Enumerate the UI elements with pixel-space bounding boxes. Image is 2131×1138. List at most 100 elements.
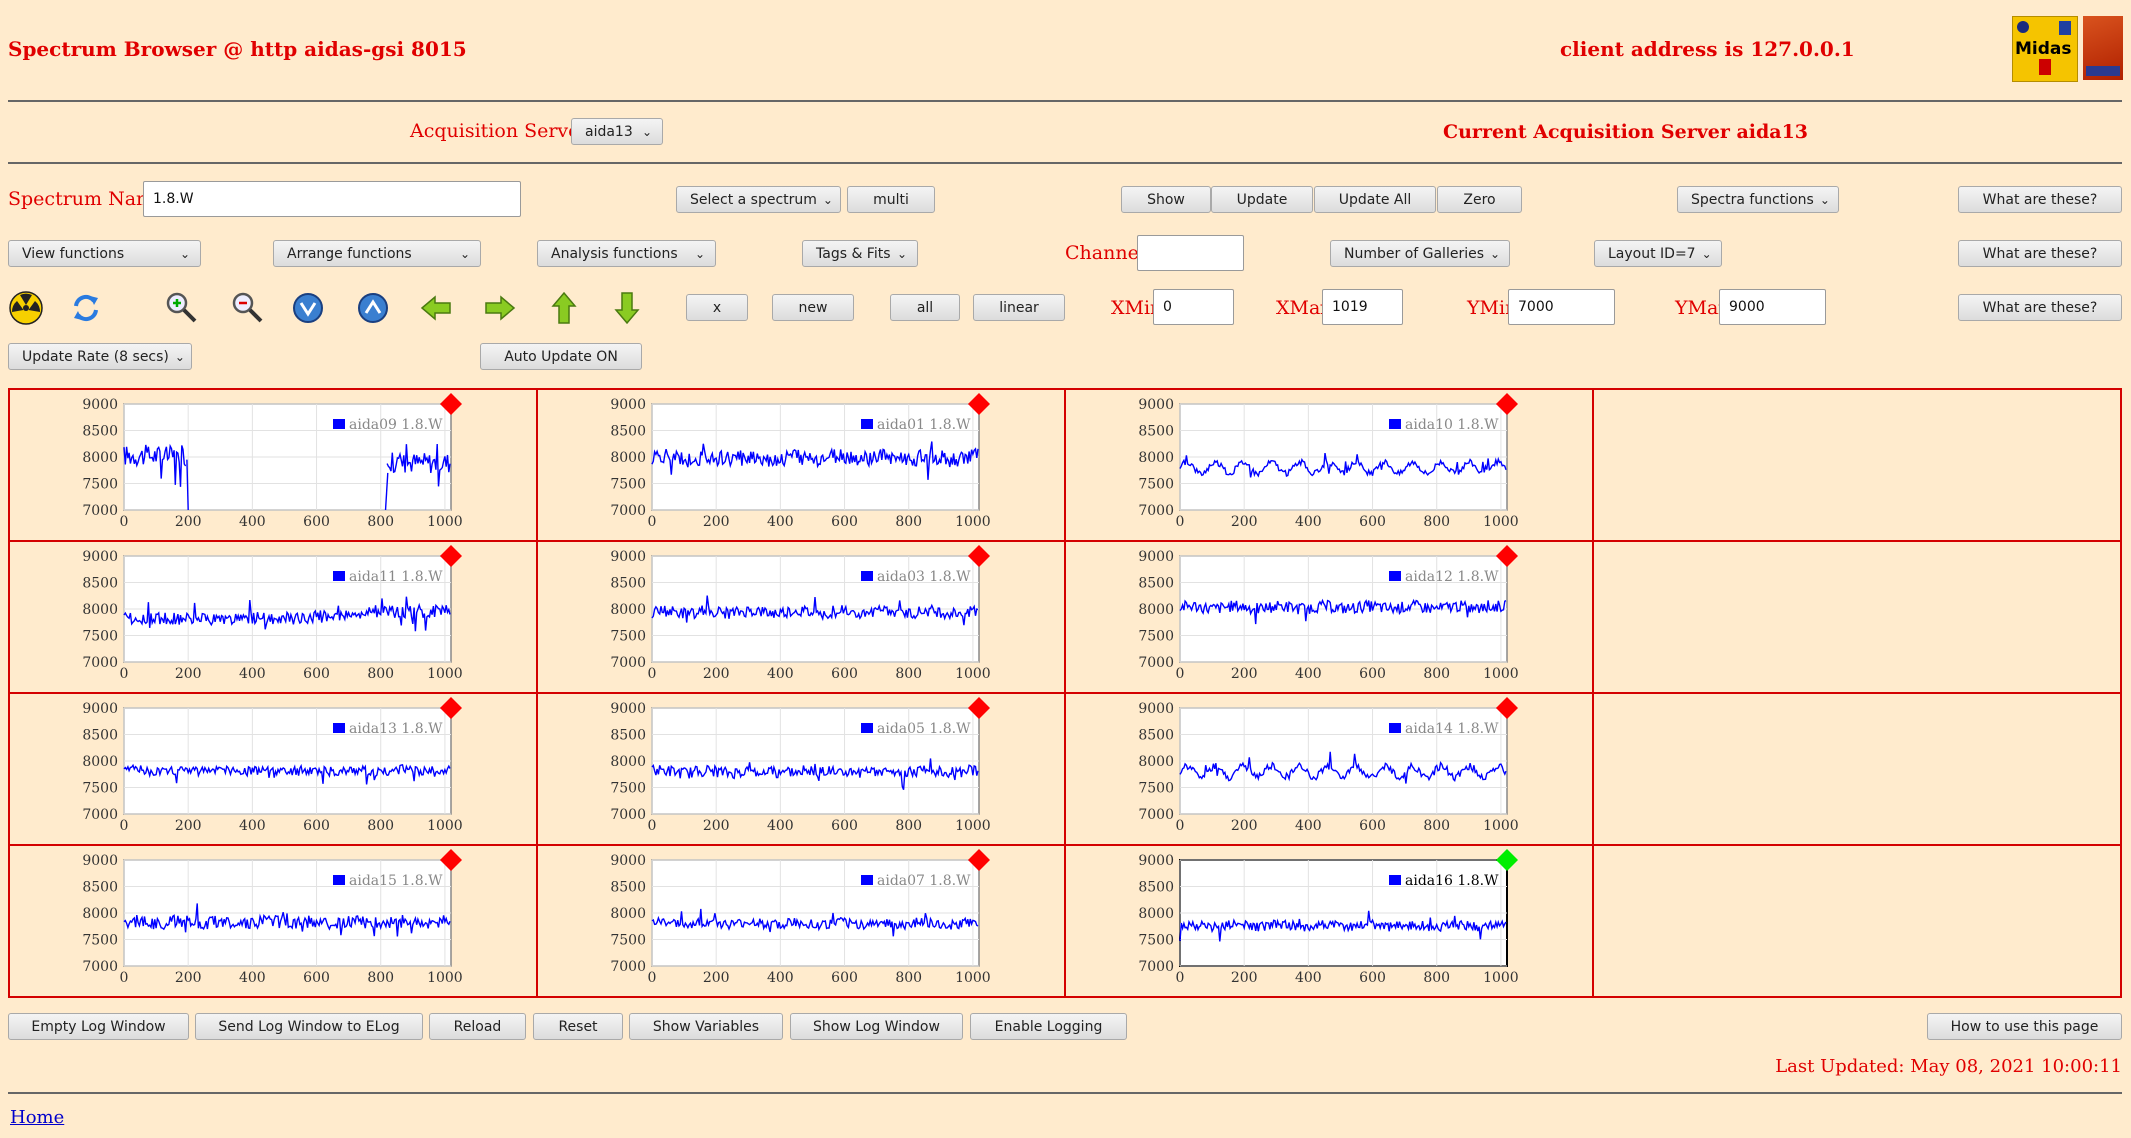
x-tick-label: 200 [703,666,730,682]
show-button[interactable]: Show [1121,186,1211,213]
new-button[interactable]: new [772,294,854,321]
y-tick-label: 9000 [610,549,646,565]
show-log-window-button[interactable]: Show Log Window [790,1013,963,1040]
empty-log-button[interactable]: Empty Log Window [8,1013,189,1040]
legend-label: aida03 1.8.W [877,569,971,585]
home-link[interactable]: Home [10,1107,65,1128]
legend-swatch [861,419,873,429]
all-button[interactable]: all [890,294,960,321]
show-variables-button[interactable]: Show Variables [629,1013,783,1040]
x-tick-label: 800 [895,514,922,530]
scroll-down-icon[interactable] [290,290,326,326]
x-tick-label: 800 [367,818,394,834]
x-tick-label: 1000 [1483,666,1519,682]
legend-swatch [333,875,345,885]
what-are-these-button[interactable]: What are these? [1958,240,2122,267]
x-tick-label: 800 [895,970,922,986]
status-diamond-icon [968,849,990,871]
status-diamond-icon [968,697,990,719]
radiation-icon[interactable] [8,290,44,326]
arrow-left-icon[interactable] [418,290,454,326]
ymin-input[interactable]: 7000 [1508,289,1615,325]
arrange-functions-dropdown[interactable]: Arrange functions ⌄ [273,240,481,267]
legend-swatch [333,723,345,733]
y-tick-label: 7000 [610,503,646,519]
send-log-elog-button[interactable]: Send Log Window to ELog [195,1013,423,1040]
arrow-right-icon[interactable] [482,290,518,326]
x-tick-label: 0 [120,970,129,986]
empty-gallery-cell [1593,845,2121,997]
xmin-input[interactable]: 0 [1153,289,1234,325]
ymax-input[interactable]: 9000 [1719,289,1826,325]
spectrum-panel: 9000 8500 8000 7500 7000 0 200 400 600 800 1000 aid… [1065,389,1593,541]
spectra-functions-dropdown[interactable]: Spectra functions ⌄ [1677,186,1839,213]
arrow-up-icon[interactable] [546,290,582,326]
y-tick-label: 7500 [82,781,118,797]
what-are-these-button[interactable]: What are these? [1958,186,2122,213]
x-tick-label: 200 [703,818,730,834]
x-tick-label: 600 [1359,666,1386,682]
y-tick-label: 9000 [610,853,646,869]
select-spectrum-dropdown[interactable]: Select a spectrum ⌄ [676,186,841,213]
view-functions-dropdown[interactable]: View functions ⌄ [8,240,201,267]
reset-button[interactable]: Reset [533,1013,623,1040]
what-are-these-button[interactable]: What are these? [1958,294,2122,321]
x-tick-label: 0 [1176,818,1185,834]
auto-update-button[interactable]: Auto Update ON [480,343,642,370]
arrow-down-icon[interactable] [609,290,645,326]
update-rate-dropdown[interactable]: Update Rate (8 secs) ⌄ [8,343,192,370]
xmax-input[interactable]: 1019 [1322,289,1403,325]
layout-id-dropdown[interactable]: Layout ID=7 ⌄ [1594,240,1722,267]
legend-swatch [861,571,873,581]
number-of-galleries-dropdown[interactable]: Number of Galleries ⌄ [1330,240,1510,267]
tags-fits-dropdown[interactable]: Tags & Fits ⌄ [802,240,918,267]
linear-button[interactable]: linear [973,294,1065,321]
reload-button[interactable]: Reload [429,1013,526,1040]
y-tick-label: 9000 [82,853,118,869]
y-tick-label: 8500 [1138,728,1174,744]
y-tick-label: 7000 [1138,503,1174,519]
spectrum-panel: 9000 8500 8000 7500 7000 0 200 400 600 800 1000 aid… [1065,845,1593,997]
zoom-out-icon[interactable] [229,290,265,326]
legend-label: aida16 1.8.W [1405,873,1499,889]
y-tick-label: 8000 [1138,754,1174,770]
xmin-label: XMin [1111,297,1163,319]
y-tick-label: 7000 [82,959,118,975]
legend-swatch [1389,419,1401,429]
y-tick-label: 7000 [610,807,646,823]
how-to-use-button[interactable]: How to use this page [1927,1013,2122,1040]
y-tick-label: 7500 [1138,933,1174,949]
analysis-functions-dropdown[interactable]: Analysis functions ⌄ [537,240,716,267]
y-tick-label: 7500 [1138,629,1174,645]
scroll-up-icon[interactable] [355,290,391,326]
channel-input[interactable] [1137,235,1244,271]
zoom-in-icon[interactable] [163,290,199,326]
acquisition-server-select[interactable]: aida13 ⌄ [571,118,663,145]
refresh-icon[interactable] [68,290,104,326]
spectrum-name-input[interactable]: 1.8.W [143,181,521,217]
spectrum-trace [651,595,979,626]
update-button[interactable]: Update [1211,186,1313,213]
x-button[interactable]: x [686,294,748,321]
zero-button[interactable]: Zero [1437,186,1522,213]
multi-button[interactable]: multi [847,186,935,213]
enable-logging-button[interactable]: Enable Logging [970,1013,1127,1040]
legend-label: aida10 1.8.W [1405,417,1499,433]
update-all-button[interactable]: Update All [1314,186,1436,213]
status-diamond-icon [440,697,462,719]
y-tick-label: 8500 [610,728,646,744]
x-tick-label: 400 [767,514,794,530]
x-tick-label: 400 [1295,970,1322,986]
